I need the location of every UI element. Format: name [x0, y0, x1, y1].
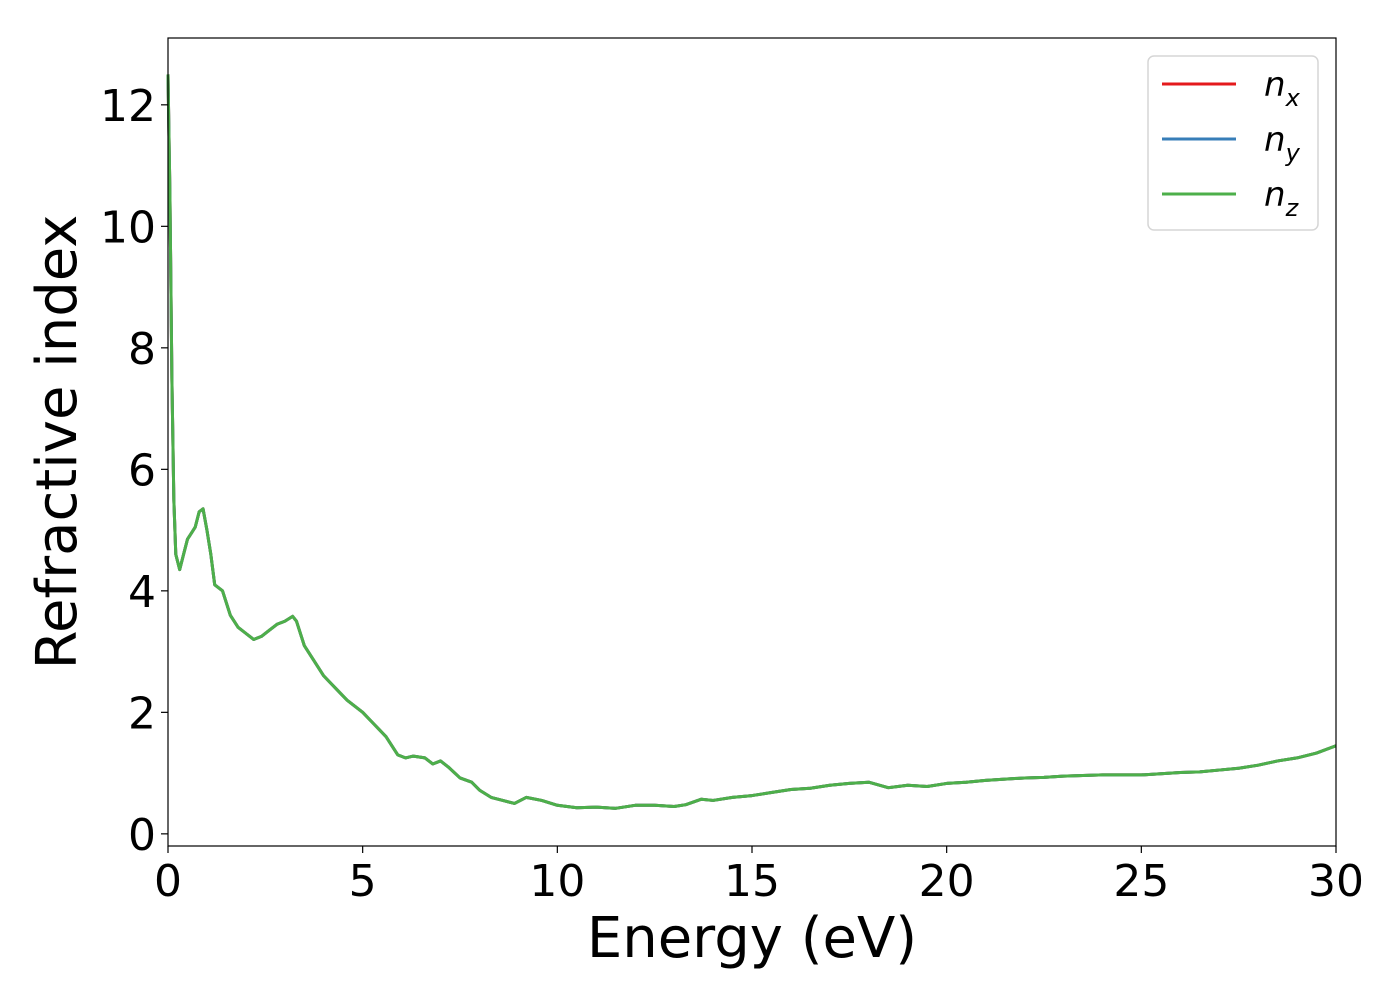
x-tick-label: 30	[1308, 856, 1364, 907]
legend: nx ny nz	[1147, 55, 1319, 231]
legend-frame	[1147, 55, 1319, 231]
x-tick-label: 20	[919, 856, 975, 907]
y-axis-ticks: 0 2 4 6 8 10 12	[100, 81, 168, 861]
x-tick-label: 25	[1113, 856, 1169, 907]
y-tick-label: 4	[128, 567, 156, 618]
y-tick-label: 10	[100, 202, 156, 253]
x-tick-label: 0	[154, 856, 182, 907]
y-axis-label: Refractive index	[25, 215, 90, 670]
x-tick-label: 5	[349, 856, 377, 907]
y-tick-label: 0	[128, 810, 156, 861]
y-tick-label: 2	[128, 688, 156, 739]
x-tick-label: 15	[724, 856, 780, 907]
x-axis-label: Energy (eV)	[587, 906, 917, 971]
legend-label-z: nz	[1264, 175, 1300, 222]
legend-label-y: ny	[1264, 120, 1301, 167]
x-axis-ticks: 0 5 10 15 20 25 30	[154, 846, 1364, 907]
series-line-z	[166, 74, 1337, 810]
y-tick-label: 12	[100, 81, 156, 132]
y-tick-label: 6	[128, 445, 156, 496]
x-tick-label: 10	[529, 856, 585, 907]
legend-label-x: nx	[1264, 65, 1301, 112]
series-layer	[166, 74, 1337, 810]
y-tick-label: 8	[128, 324, 156, 375]
